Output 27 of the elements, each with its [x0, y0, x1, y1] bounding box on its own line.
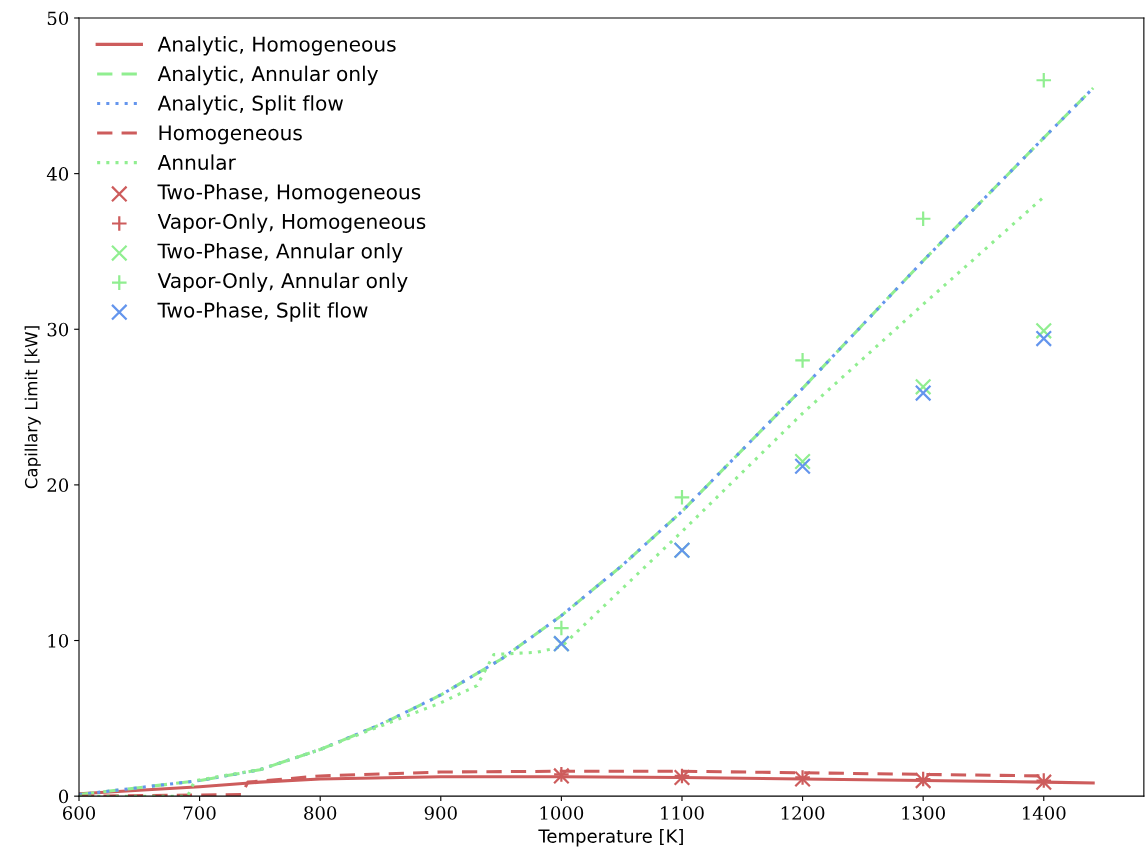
legend-label: Vapor-Only, Annular only [157, 272, 408, 293]
legend-label: Analytic, Annular only [157, 65, 378, 86]
x-tick-label: 1400 [1022, 806, 1066, 820]
legend-label: Homogeneous [159, 125, 302, 145]
x-tick-label: 1300 [902, 806, 945, 820]
x-tick-label: 700 [183, 806, 216, 820]
legend-label: Vapor-Only, Homogeneous [157, 213, 426, 233]
x-tick-label: 600 [62, 806, 96, 820]
y-tick-label: 30 [47, 322, 69, 337]
legend-label: Analytic, Homogeneous [157, 36, 396, 56]
x-tick-label: 1000 [540, 806, 584, 820]
x-tick-label: 800 [304, 806, 337, 820]
y-tick-label: 10 [48, 633, 69, 648]
x-axis-title: Temperature [K] [538, 828, 683, 847]
y-tick-label: 50 [47, 11, 69, 26]
legend-label: Two-Phase, Annular only [157, 243, 403, 263]
x-tick-label: 900 [424, 806, 457, 820]
y-tick-label: 0 [58, 789, 69, 804]
legend-label: Analytic, Split flow [157, 95, 343, 115]
legend-label: Two-Phase, Split flow [157, 302, 368, 322]
x-tick-label: 1100 [661, 806, 704, 820]
x-tick-label: 1200 [781, 806, 825, 820]
y-axis-title: Capillary Limit [kW] [24, 326, 41, 489]
legend-label: Two-Phase, Homogeneous [157, 183, 421, 204]
y-tick-label: 20 [47, 478, 69, 493]
y-tick-label: 40 [46, 167, 69, 181]
legend-label: Annular [157, 154, 236, 170]
